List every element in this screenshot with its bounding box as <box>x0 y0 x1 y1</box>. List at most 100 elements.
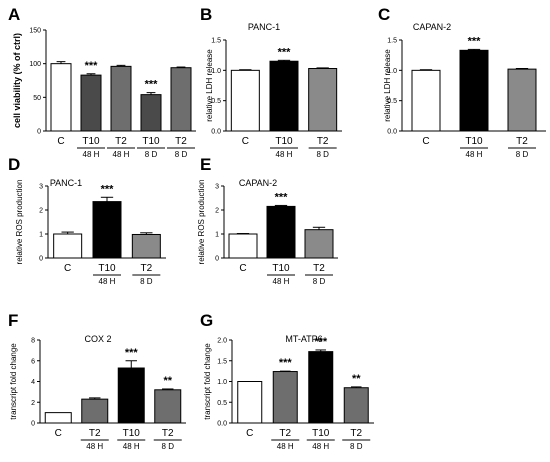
category-label-f-3: T2 <box>162 428 174 439</box>
category-sublabel-a-2: 48 H <box>113 150 130 159</box>
y-tick-label-d-3: 3 <box>39 184 43 191</box>
category-sublabel-d-2: 8 D <box>140 277 153 286</box>
y-tick-label-c-2: 1.0 <box>387 68 397 75</box>
y-tick-label-c-1: 0.5 <box>387 98 397 105</box>
y-tick-label-e-0: 0 <box>215 256 219 263</box>
bar-e-0 <box>228 233 258 259</box>
y-tick-label-d-2: 2 <box>39 208 43 215</box>
category-label-a-0: C <box>57 136 64 147</box>
y-tick-label-e-3: 3 <box>215 184 219 191</box>
category-label-d-0: C <box>64 263 71 274</box>
bar-e-1 <box>266 205 296 259</box>
bar-g-1 <box>272 371 298 424</box>
category-sublabel-c-2: 8 D <box>516 150 529 159</box>
bar-b-2 <box>308 68 338 132</box>
chart-title-f: COX 2 <box>84 334 111 344</box>
bar-c-1 <box>459 49 489 132</box>
category-sublabel-e-2: 8 D <box>313 277 326 286</box>
category-label-g-0: C <box>246 428 253 439</box>
y-tick-label-d-1: 1 <box>39 232 43 239</box>
category-sublabel-c-1: 48 H <box>466 150 483 159</box>
panel-label-b: B <box>200 5 212 24</box>
category-sublabel-g-1: 48 H <box>277 442 294 451</box>
y-tick-label-g-4: 2.0 <box>217 338 227 345</box>
panel-label-d: D <box>8 155 20 174</box>
bar-d-1 <box>92 201 122 259</box>
significance-g-3: ** <box>352 373 361 385</box>
y-tick-label-g-0: 0.0 <box>217 421 227 428</box>
y-axis-label-g: transcript fold change <box>203 343 212 420</box>
category-label-a-3: T10 <box>142 136 160 147</box>
bar-c-2 <box>507 68 537 132</box>
chart-title-c: CAPAN-2 <box>413 22 451 32</box>
category-label-d-2: T2 <box>140 263 152 274</box>
y-axis-label-d: relative ROS production <box>15 180 24 265</box>
significance-g-2: *** <box>314 336 328 348</box>
y-axis-label-e: relative ROS production <box>197 180 206 265</box>
y-tick-label-f-0: 0 <box>31 421 35 428</box>
bar-d-0 <box>53 233 83 259</box>
category-label-e-2: T2 <box>313 263 325 274</box>
y-tick-label-a-0: 0 <box>37 129 41 136</box>
significance-e-1: *** <box>275 191 289 203</box>
category-sublabel-b-1: 48 H <box>276 150 293 159</box>
y-tick-label-g-3: 1.5 <box>217 358 227 365</box>
y-tick-label-f-3: 6 <box>31 358 35 365</box>
category-label-c-1: T10 <box>465 136 483 147</box>
panel-label-f: F <box>8 311 18 330</box>
category-sublabel-f-1: 48 H <box>86 442 103 451</box>
category-label-a-4: T2 <box>175 136 187 147</box>
y-tick-label-f-1: 2 <box>31 400 35 407</box>
category-sublabel-g-3: 8 D <box>350 442 363 451</box>
panel-label-e: E <box>200 155 211 174</box>
bar-g-0 <box>237 381 263 424</box>
chart-title-d: PANC-1 <box>50 178 82 188</box>
category-label-c-0: C <box>422 136 429 147</box>
bar-a-4 <box>170 67 192 132</box>
significance-f-3: ** <box>163 375 172 387</box>
category-label-f-2: T10 <box>123 428 141 439</box>
category-label-g-1: T2 <box>279 428 291 439</box>
bar-f-1 <box>81 398 109 424</box>
category-label-g-2: T10 <box>312 428 330 439</box>
category-label-f-1: T2 <box>89 428 101 439</box>
category-sublabel-d-1: 48 H <box>99 277 116 286</box>
bar-a-1 <box>80 74 102 132</box>
category-sublabel-f-3: 8 D <box>162 442 175 451</box>
y-axis-label-c: relative LDH release <box>383 49 392 122</box>
bar-a-3 <box>140 94 162 132</box>
bar-g-3 <box>343 387 369 424</box>
y-tick-label-b-3: 1.5 <box>211 38 221 45</box>
category-sublabel-f-2: 48 H <box>123 442 140 451</box>
y-tick-label-c-0: 0.0 <box>387 129 397 136</box>
y-tick-label-a-1: 50 <box>33 95 41 102</box>
category-label-e-0: C <box>239 263 246 274</box>
bar-f-2 <box>117 367 145 424</box>
y-tick-label-a-3: 150 <box>29 28 41 35</box>
y-tick-label-f-2: 4 <box>31 379 35 386</box>
category-label-g-3: T2 <box>350 428 362 439</box>
y-tick-label-b-2: 1.0 <box>211 68 221 75</box>
bar-g-2 <box>308 351 334 424</box>
y-tick-label-e-1: 1 <box>215 232 219 239</box>
category-sublabel-a-3: 8 D <box>145 150 158 159</box>
category-sublabel-e-1: 48 H <box>273 277 290 286</box>
category-label-c-2: T2 <box>516 136 528 147</box>
significance-d-1: *** <box>101 183 115 195</box>
y-tick-label-d-0: 0 <box>39 256 43 263</box>
significance-a-3: *** <box>145 79 159 91</box>
y-tick-label-a-2: 100 <box>29 61 41 68</box>
bar-f-0 <box>44 412 72 424</box>
significance-b-1: *** <box>278 46 292 58</box>
significance-a-1: *** <box>85 60 99 72</box>
bar-d-2 <box>131 233 161 259</box>
y-tick-label-e-2: 2 <box>215 208 219 215</box>
chart-title-b: PANC-1 <box>248 22 280 32</box>
chart-title-g: MT-ATP6 <box>285 334 322 344</box>
bar-a-2 <box>110 65 132 132</box>
y-tick-label-g-2: 1.0 <box>217 379 227 386</box>
bar-f-3 <box>154 389 182 424</box>
category-sublabel-a-4: 8 D <box>175 150 188 159</box>
category-label-a-2: T2 <box>115 136 127 147</box>
